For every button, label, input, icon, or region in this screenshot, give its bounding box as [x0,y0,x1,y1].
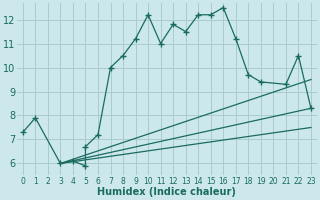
X-axis label: Humidex (Indice chaleur): Humidex (Indice chaleur) [98,187,236,197]
